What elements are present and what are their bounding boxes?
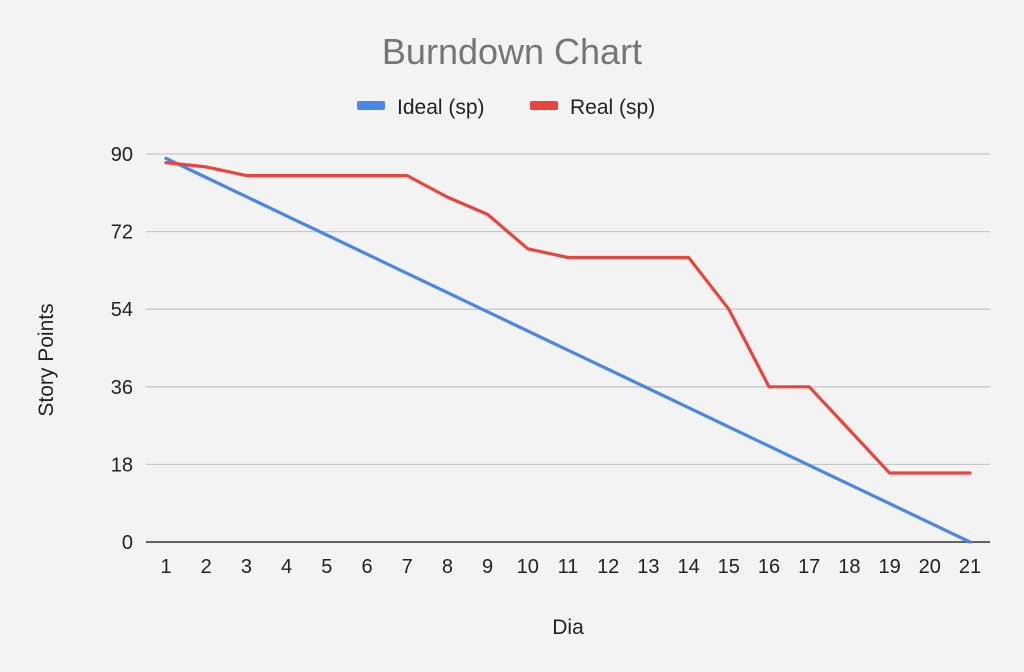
series-line: [164, 161, 972, 475]
gridlines: [146, 153, 990, 543]
legend: Ideal (sp) Real (sp): [357, 96, 655, 119]
legend-label: Ideal (sp): [397, 96, 485, 119]
y-tick-label: 18: [111, 454, 133, 476]
x-tick-label: 2: [201, 556, 212, 578]
x-tick-label: 14: [677, 556, 699, 578]
x-tick-label: 7: [402, 556, 413, 578]
x-tick-label: 15: [718, 556, 740, 578]
x-tick-label: 10: [517, 556, 539, 578]
x-tick-label: 11: [558, 556, 579, 578]
x-tick-label: 17: [798, 556, 820, 578]
legend-label: Real (sp): [570, 96, 655, 119]
x-tick-label: 5: [321, 556, 332, 578]
chart-title: Burndown Chart: [382, 31, 642, 72]
x-tick-label: 9: [482, 556, 493, 578]
y-tick-label: 54: [111, 299, 133, 321]
series-ideal: [164, 156, 972, 544]
x-tick-label: 8: [442, 556, 453, 578]
series-line: [164, 156, 972, 544]
x-tick-label: 1: [160, 556, 171, 578]
legend-item: Real (sp): [530, 96, 655, 119]
x-tick-label: 3: [241, 556, 252, 578]
y-tick-label: 90: [111, 144, 133, 166]
legend-swatch: [530, 101, 558, 110]
y-tick-label: 72: [111, 222, 133, 244]
series-real: [164, 161, 972, 475]
y-axis-label: Story Points: [35, 303, 58, 416]
x-tick-label: 21: [959, 556, 981, 578]
x-axis-label: Dia: [552, 616, 584, 639]
y-axis-ticks: 0 18 36 54 72 90: [111, 144, 133, 554]
x-tick-label: 20: [919, 556, 941, 578]
x-tick-label: 18: [838, 556, 860, 578]
x-axis-ticks: 1 2 3 4 5 6 7 8 9 10 11 12 13 14 15 16 17 18 19 20 21: [160, 556, 981, 578]
x-tick-label: 19: [878, 556, 900, 578]
legend-swatch: [357, 101, 385, 110]
x-tick-label: 6: [361, 556, 372, 578]
series-lines: [164, 156, 972, 544]
x-tick-label: 12: [597, 556, 619, 578]
legend-item: Ideal (sp): [357, 96, 485, 119]
x-tick-label: 13: [637, 556, 659, 578]
y-tick-label: 0: [122, 532, 133, 554]
y-tick-label: 36: [111, 377, 133, 399]
x-tick-label: 4: [281, 556, 292, 578]
x-tick-label: 16: [758, 556, 780, 578]
